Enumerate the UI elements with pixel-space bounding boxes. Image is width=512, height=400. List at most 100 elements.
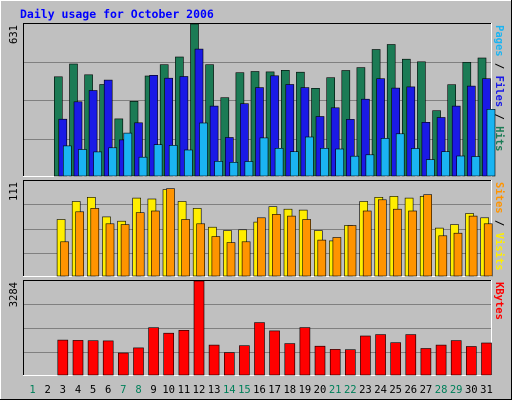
x-tick-label-day-14: 14 [223,384,236,396]
x-tick-label-day-5: 5 [90,384,96,396]
bar-kbytes-day-24 [375,334,386,376]
x-tick-label-day-20: 20 [314,384,327,396]
bar-kbytes-day-22 [344,349,356,376]
x-tick-label-day-22: 22 [344,384,357,396]
bar-sites-day-3 [60,241,69,277]
x-tick-label-day-27: 27 [420,384,433,396]
bar-kbytes-day-26 [405,334,417,376]
legend-entry: / [493,107,505,120]
y-max-label: 111 [8,182,20,201]
bar-pages-day-30 [471,156,481,177]
series-hits [53,23,487,177]
x-tick-label-day-11: 11 [178,384,191,396]
chart-panels: 631 Pages / Files / Hits 111 Sites / Visits… [8,23,505,376]
bar-kbytes-day-31 [481,342,492,376]
bar-pages-day-31 [486,109,496,177]
bar-files-day-14 [225,137,234,177]
bar-pages-day-21 [335,148,345,177]
bar-files-day-23 [361,98,370,177]
bar-files-day-27 [421,122,431,177]
bar-kbytes-day-21 [329,349,341,376]
bar-pages-day-16 [259,137,269,177]
bar-sites-day-5 [90,208,100,277]
x-tick-label-day-26: 26 [404,384,417,396]
bar-kbytes-day-17 [269,330,280,376]
bar-sites-day-8 [135,212,145,277]
legend-entry: Pages [493,25,505,57]
bar-hits-day-27 [417,61,426,177]
chart-title: Daily usage for October 2006 [20,7,214,21]
bar-kbytes-day-8 [133,347,144,376]
bar-sites-day-7 [120,224,130,277]
bar-kbytes-day-14 [224,352,235,376]
bar-files-day-22 [345,119,355,177]
bar-pages-day-27 [426,159,435,177]
bar-kbytes-day-29 [450,340,462,376]
bar-hits-day-14 [220,97,230,177]
bar-pages-day-6 [108,147,117,177]
panel-hits-files-pages: 631 Pages / Files / Hits [8,23,505,177]
x-tick-label-day-3: 3 [60,384,66,396]
bar-files-day-6 [103,79,113,177]
bar-kbytes-day-10 [163,332,174,376]
bar-kbytes-day-11 [178,329,190,376]
bar-sites-day-30 [468,215,478,277]
x-tick-label-day-17: 17 [268,384,281,396]
bar-pages-day-25 [395,133,405,177]
bar-pages-day-4 [78,149,87,177]
bar-pages-day-13 [214,161,223,177]
bar-sites-day-14 [226,242,236,277]
x-tick-label-day-6: 6 [105,384,111,396]
x-tick-label-day-29: 29 [450,384,463,396]
bar-pages-day-20 [320,148,329,177]
x-tick-label-day-30: 30 [465,384,478,396]
bar-files-day-19 [300,87,310,177]
legend-entry: / [493,57,505,70]
x-tick-label-day-23: 23 [359,384,372,396]
x-tick-label-day-19: 19 [299,384,312,396]
bar-files-day-29 [451,105,461,177]
bar-pages-day-19 [305,136,314,177]
bar-sites-day-19 [302,219,312,277]
bar-pages-day-8 [138,156,148,177]
series-pages [62,109,496,177]
bar-sites-day-24 [377,199,387,277]
legend-entry: / [493,214,505,227]
bar-sites-day-9 [151,210,160,277]
bar-kbytes-day-18 [284,343,296,376]
bar-kbytes-day-5 [87,340,99,376]
x-tick-label-day-12: 12 [193,384,206,396]
bar-sites-day-4 [75,211,84,277]
x-tick-label-day-10: 10 [162,384,175,396]
bar-kbytes-day-23 [360,335,371,376]
bar-kbytes-day-4 [72,340,84,376]
series-kbytes [57,280,492,376]
bar-sites-day-12 [196,223,205,277]
bar-files-day-21 [330,107,340,177]
bar-files-day-26 [406,86,416,177]
bar-sites-day-26 [408,210,417,277]
bar-files-day-12 [194,48,204,177]
bar-kbytes-day-3 [57,339,69,376]
bar-pages-day-14 [229,162,239,177]
x-tick-label-day-8: 8 [135,384,141,396]
bar-files-day-15 [240,103,249,177]
bar-sites-day-25 [393,208,402,277]
bar-sites-day-20 [317,239,327,277]
bar-files-day-10 [164,77,173,177]
x-tick-label-day-1: 1 [29,384,35,396]
bar-sites-day-11 [181,219,190,277]
bar-kbytes-day-30 [465,346,477,376]
bar-files-day-11 [179,76,189,177]
bar-pages-day-28 [441,151,450,177]
x-tick-label-day-31: 31 [480,384,493,396]
bar-sites-day-31 [483,223,493,277]
bar-kbytes-day-27 [420,348,432,376]
bar-kbytes-day-15 [239,345,250,376]
bar-pages-day-15 [244,161,254,177]
y-max-label: 631 [8,25,20,44]
bar-pages-day-29 [456,155,466,177]
x-tick-label-day-13: 13 [208,384,221,396]
bar-sites-day-13 [211,236,221,277]
